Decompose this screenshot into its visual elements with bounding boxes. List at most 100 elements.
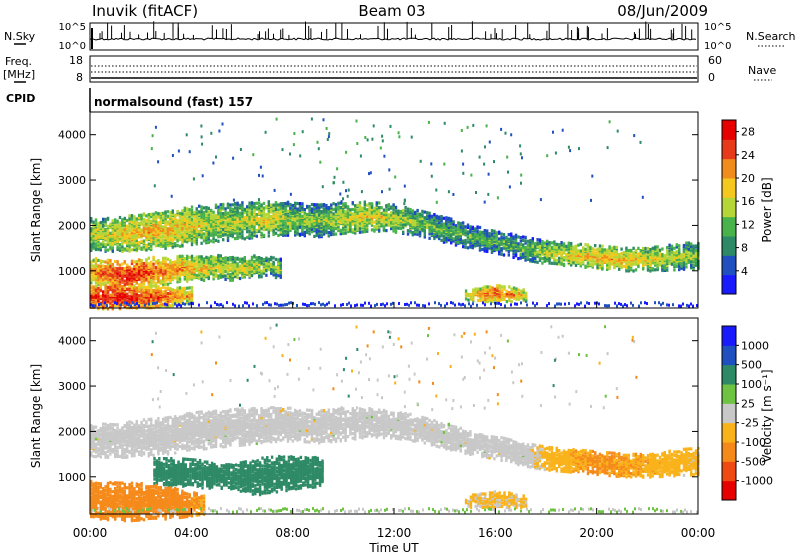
power-cell <box>154 260 158 264</box>
power-cell <box>212 214 215 218</box>
power-cell <box>344 202 347 206</box>
power-cell <box>236 201 239 205</box>
power-cell <box>210 239 213 243</box>
power-cell <box>447 223 450 227</box>
power-cell <box>548 241 551 245</box>
power-cell <box>142 262 146 266</box>
power-cell <box>445 236 448 240</box>
power-cell <box>344 231 347 235</box>
power-cell <box>368 214 371 218</box>
power-cell <box>250 274 254 278</box>
power-cell <box>130 224 134 228</box>
power-cell <box>92 242 95 246</box>
power-cell <box>126 218 129 223</box>
power-cell <box>397 226 400 230</box>
power-cell <box>289 211 292 216</box>
power-cell <box>229 230 232 234</box>
power-cell <box>450 217 453 221</box>
power-cell <box>145 233 148 237</box>
power-cell <box>349 212 352 216</box>
power-cell <box>193 210 196 215</box>
power-cell <box>104 260 107 264</box>
power-cell <box>154 228 158 232</box>
power-cell <box>553 261 556 266</box>
power-cell <box>548 246 551 250</box>
power-cell <box>219 208 222 212</box>
power-cell <box>97 225 100 229</box>
power-cell <box>162 241 165 245</box>
power-cell <box>351 222 354 226</box>
power-cell <box>534 242 537 246</box>
power-cell <box>157 269 160 273</box>
noise-panel: N.Sky 10^5 10^0 10^5 10^0 N.Search <box>4 21 796 52</box>
power-cell <box>673 246 676 250</box>
power-cell <box>399 223 402 227</box>
power-cell <box>176 275 179 279</box>
power-cell <box>366 208 369 212</box>
power-cell <box>133 215 136 219</box>
power-cell <box>368 207 371 211</box>
power-cell <box>222 219 225 224</box>
power-cell <box>142 265 146 269</box>
power-cell <box>236 236 239 240</box>
power-cell <box>222 214 225 218</box>
power-cell <box>438 215 441 219</box>
power-cell <box>394 229 398 233</box>
power-cell <box>519 242 522 246</box>
power-cell <box>198 217 201 221</box>
power-cell <box>142 232 146 236</box>
power-cell <box>620 255 623 259</box>
power-cell <box>327 215 330 219</box>
power-cell <box>346 224 350 228</box>
power-cell <box>308 205 311 209</box>
power-cell <box>150 260 153 264</box>
power-cell <box>183 212 186 216</box>
power-cell <box>380 211 383 215</box>
power-cell <box>351 214 354 218</box>
power-cell <box>661 253 664 257</box>
power-cell <box>406 229 410 233</box>
power-cell <box>274 207 278 212</box>
freq-label: Freq. <box>5 55 32 68</box>
power-cell <box>682 243 686 248</box>
power-cell <box>128 244 131 249</box>
power-cell <box>248 201 251 205</box>
power-cell <box>507 253 510 257</box>
power-cell <box>164 260 167 264</box>
power-cell <box>579 258 582 262</box>
power-cell <box>442 222 446 226</box>
power-cell <box>493 229 496 233</box>
power-cell <box>409 207 412 212</box>
power-cell <box>562 262 566 266</box>
power-cell <box>236 228 239 233</box>
power-cell <box>303 233 306 237</box>
power-cell <box>152 266 155 270</box>
power-cell <box>613 245 616 249</box>
power-cell <box>363 202 366 206</box>
power-cell <box>298 224 302 228</box>
power-cell <box>459 237 462 241</box>
power-cell <box>150 219 153 223</box>
power-cell <box>267 226 270 230</box>
power-cell <box>166 214 170 218</box>
power-cell <box>512 235 515 239</box>
power-cell <box>169 259 172 263</box>
power-cell <box>462 221 465 225</box>
power-cell <box>385 208 388 212</box>
power-cell <box>212 263 215 267</box>
power-cell <box>202 232 206 236</box>
power-cell <box>138 221 141 225</box>
power-cell <box>618 253 621 257</box>
power-cell <box>104 220 107 224</box>
power-cell <box>306 225 309 229</box>
power-cell <box>282 215 285 219</box>
power-cell <box>325 203 328 208</box>
power-cell <box>186 234 189 238</box>
power-cell <box>99 279 102 283</box>
power-cell <box>121 223 124 227</box>
power-cell <box>238 227 242 231</box>
power-cell <box>236 206 239 210</box>
power-cell <box>517 257 520 261</box>
power-cell <box>397 209 400 213</box>
power-cell <box>466 223 470 227</box>
